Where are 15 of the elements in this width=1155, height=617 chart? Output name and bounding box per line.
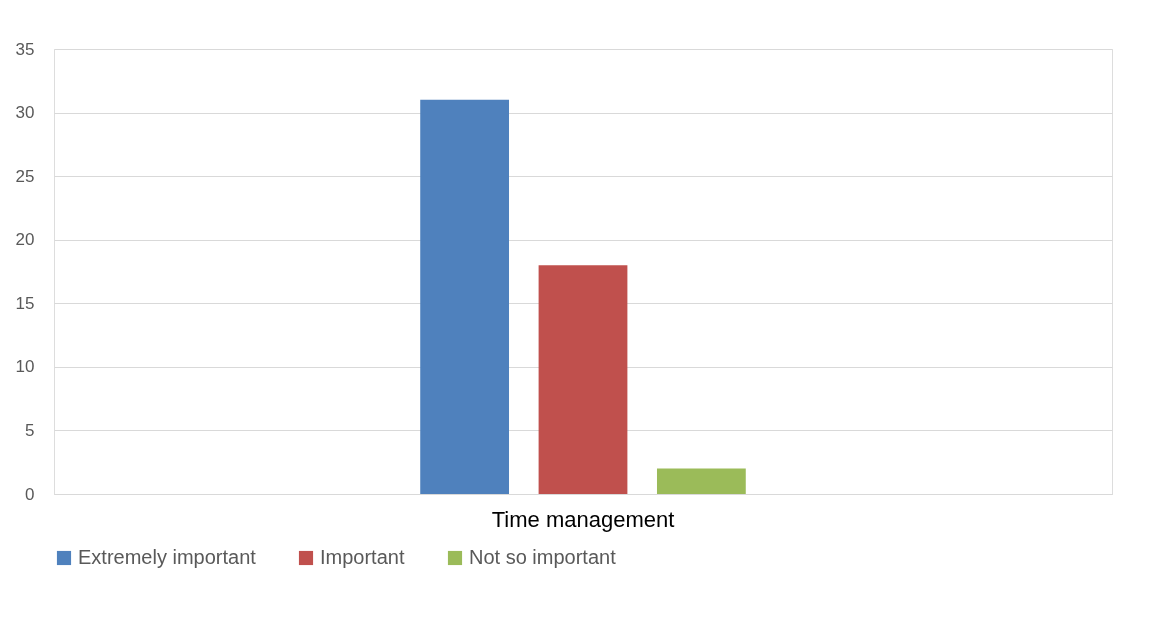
bar [656,468,746,494]
y-tick-label: 15 [15,293,35,313]
x-tick-label: Time management [491,506,675,532]
y-tick-label: 5 [25,420,35,440]
y-tick-label: 35 [15,39,35,59]
y-tick-label: 10 [15,357,35,377]
legend-label: Important [320,546,405,568]
bar [420,99,510,494]
y-tick-label: 20 [15,230,35,250]
bar [538,265,628,494]
y-tick-label: 25 [15,166,35,186]
y-tick-label: 0 [25,484,35,504]
legend-label: Extremely important [78,546,257,568]
y-tick-label: 30 [15,103,35,123]
legend-label: Not so important [469,546,617,568]
